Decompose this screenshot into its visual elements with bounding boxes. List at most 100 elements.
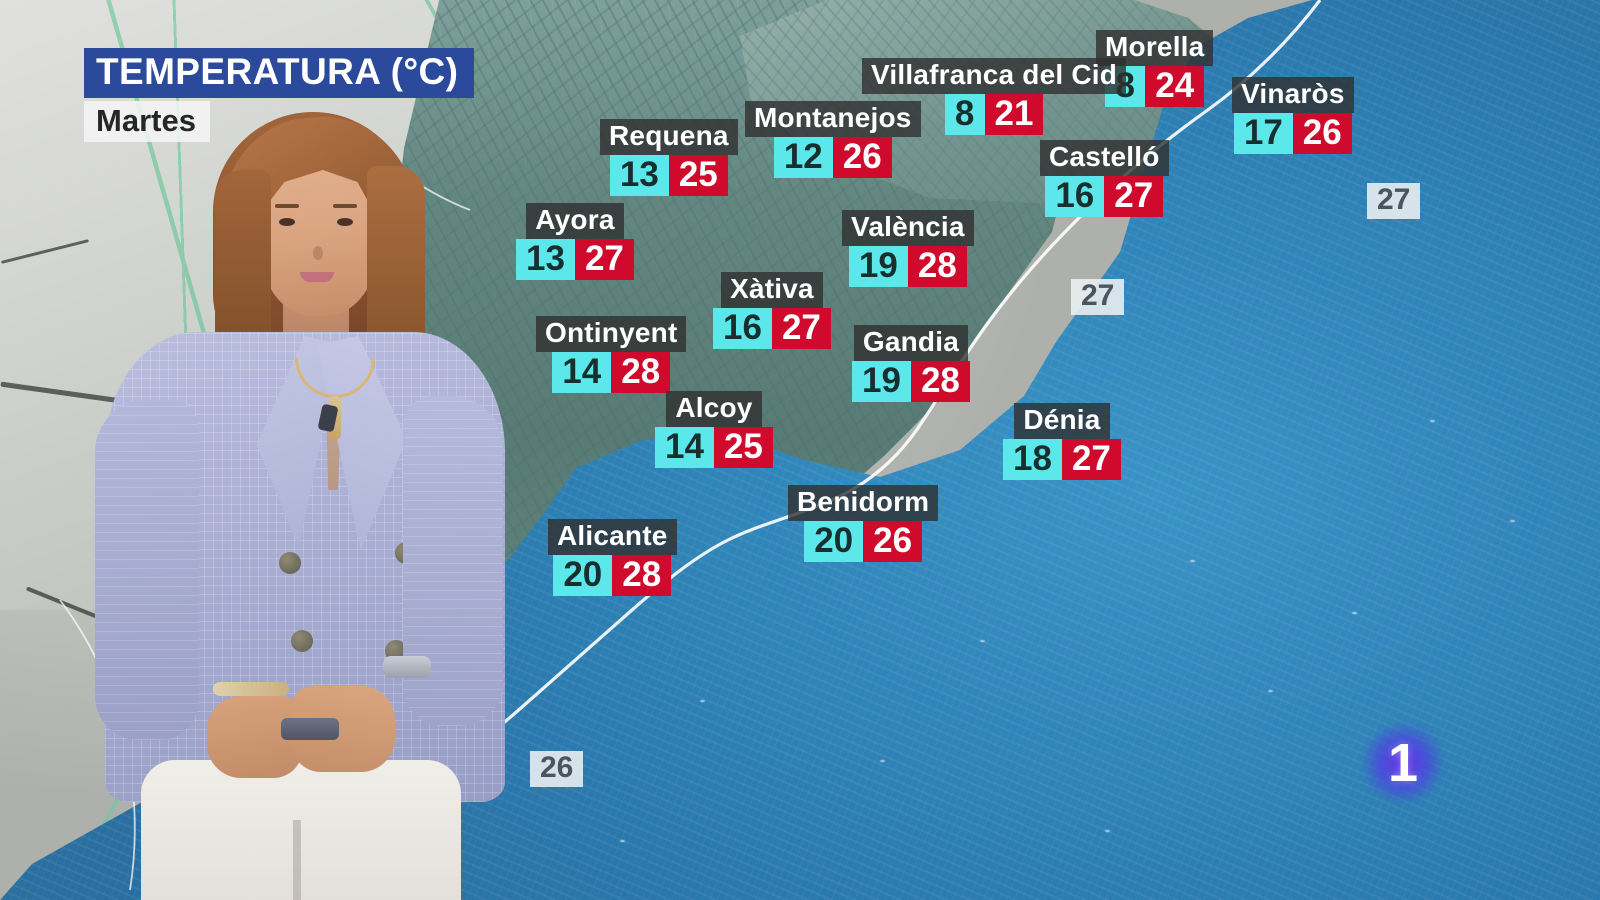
logo-glow-icon (1362, 722, 1444, 804)
max-temperature: 28 (907, 246, 967, 287)
blazer-button (291, 630, 313, 652)
sea-temperature-marker: 27 (1367, 183, 1421, 219)
min-temperature: 19 (848, 246, 908, 287)
city-temperature-values: 18 27 (1003, 439, 1121, 480)
min-temperature: 20 (553, 555, 613, 596)
city-temperature-label: Ontinyent 14 28 (536, 316, 687, 393)
presenter-eyebrow (275, 204, 299, 208)
sea-sparkle (980, 640, 985, 642)
city-temperature-label: Vinaròs 17 26 (1232, 77, 1354, 154)
blazer-button (279, 552, 301, 574)
day-subtitle: Martes (84, 101, 210, 142)
min-temperature: 12 (773, 137, 833, 178)
min-temperature: 8 (944, 94, 985, 135)
city-temperature-label: Requena 13 25 (600, 119, 738, 196)
weather-presenter (95, 100, 515, 900)
city-name: Castelló (1040, 140, 1169, 176)
presenter-eyebrow (333, 204, 357, 208)
sea-sparkle (1352, 612, 1357, 614)
max-temperature: 26 (1292, 113, 1352, 154)
city-temperature-values: 20 28 (553, 555, 672, 596)
sea-temperature-marker: 26 (530, 751, 584, 787)
city-name: Villafranca del Cid (862, 58, 1127, 94)
city-temperature-label: Villafranca del Cid 8 21 (862, 58, 1127, 135)
city-name: València (842, 210, 974, 246)
city-name: Alicante (548, 519, 677, 555)
city-name: Montanejos (745, 101, 921, 137)
city-name: Dénia (1014, 403, 1110, 439)
max-temperature: 25 (668, 155, 728, 196)
max-temperature: 28 (611, 352, 671, 393)
min-temperature: 13 (609, 155, 669, 196)
city-temperature-label: Dénia 18 27 (1003, 403, 1121, 480)
city-temperature-values: 16 27 (1045, 176, 1164, 217)
city-temperature-values: 16 27 (713, 308, 831, 349)
min-temperature: 20 (804, 521, 864, 562)
city-temperature-values: 19 28 (852, 361, 970, 402)
max-temperature: 27 (1104, 176, 1164, 217)
city-temperature-label: Alicante 20 28 (548, 519, 677, 596)
max-temperature: 28 (612, 555, 672, 596)
min-temperature: 14 (655, 427, 714, 468)
min-temperature: 17 (1233, 113, 1293, 154)
presenter-mouth (300, 272, 334, 282)
max-temperature: 27 (1061, 439, 1121, 480)
max-temperature: 26 (832, 137, 892, 178)
min-temperature: 19 (852, 361, 911, 402)
min-temperature: 13 (516, 239, 575, 280)
channel-logo: 1 (1362, 722, 1444, 804)
presenter-nose (313, 246, 323, 260)
city-temperature-label: Alcoy 14 25 (655, 391, 773, 468)
city-temperature-values: 13 27 (516, 239, 634, 280)
city-name: Ontinyent (536, 316, 687, 352)
min-temperature: 16 (1045, 176, 1105, 217)
max-temperature: 28 (910, 361, 970, 402)
channel-number: 1 (1387, 733, 1419, 793)
sea-temperature-marker: 27 (1071, 279, 1125, 315)
city-temperature-values: 14 28 (552, 352, 671, 393)
city-temperature-label: Castelló 16 27 (1040, 140, 1169, 217)
city-temperature-values: 13 25 (609, 155, 728, 196)
sea-sparkle (1510, 520, 1515, 522)
city-name: Requena (600, 119, 738, 155)
city-temperature-values: 17 26 (1233, 113, 1352, 154)
city-name: Gandia (853, 325, 968, 361)
sea-sparkle (880, 760, 885, 762)
max-temperature: 25 (713, 427, 773, 468)
sea-sparkle (620, 840, 625, 842)
trouser-seam (293, 820, 301, 900)
sea-sparkle (1105, 830, 1110, 832)
city-name: Xàtiva (721, 272, 823, 308)
city-temperature-label: Ayora 13 27 (516, 203, 634, 280)
sea-sparkle (1190, 560, 1195, 562)
city-temperature-label: Benidorm 20 26 (788, 485, 939, 562)
city-name: Vinaròs (1232, 77, 1354, 113)
presenter-arm-left (95, 400, 199, 740)
city-name: Alcoy (666, 391, 762, 427)
max-temperature: 26 (863, 521, 923, 562)
city-temperature-label: València 19 28 (842, 210, 974, 287)
city-name: Ayora (526, 203, 624, 239)
title-block: TEMPERATURA (°C) Martes (84, 48, 475, 142)
city-temperature-label: Montanejos 12 26 (745, 101, 921, 178)
presenter-clicker (281, 718, 339, 740)
presenter-eye (337, 218, 353, 226)
presenter-trousers (141, 760, 461, 900)
max-temperature: 24 (1145, 66, 1205, 107)
city-temperature-values: 8 21 (944, 94, 1044, 135)
max-temperature: 21 (984, 94, 1044, 135)
city-temperature-values: 20 26 (804, 521, 923, 562)
min-temperature: 14 (552, 352, 612, 393)
city-name: Benidorm (788, 485, 939, 521)
sea-sparkle (1430, 420, 1435, 422)
city-temperature-label: Xàtiva 16 27 (713, 272, 831, 349)
city-temperature-values: 12 26 (773, 137, 892, 178)
sea-sparkle (700, 700, 705, 702)
city-temperature-label: Gandia 19 28 (852, 325, 970, 402)
max-temperature: 27 (574, 239, 634, 280)
min-temperature: 16 (713, 308, 772, 349)
presenter-bracelet (213, 682, 289, 696)
min-temperature: 18 (1003, 439, 1062, 480)
city-temperature-values: 19 28 (848, 246, 967, 287)
